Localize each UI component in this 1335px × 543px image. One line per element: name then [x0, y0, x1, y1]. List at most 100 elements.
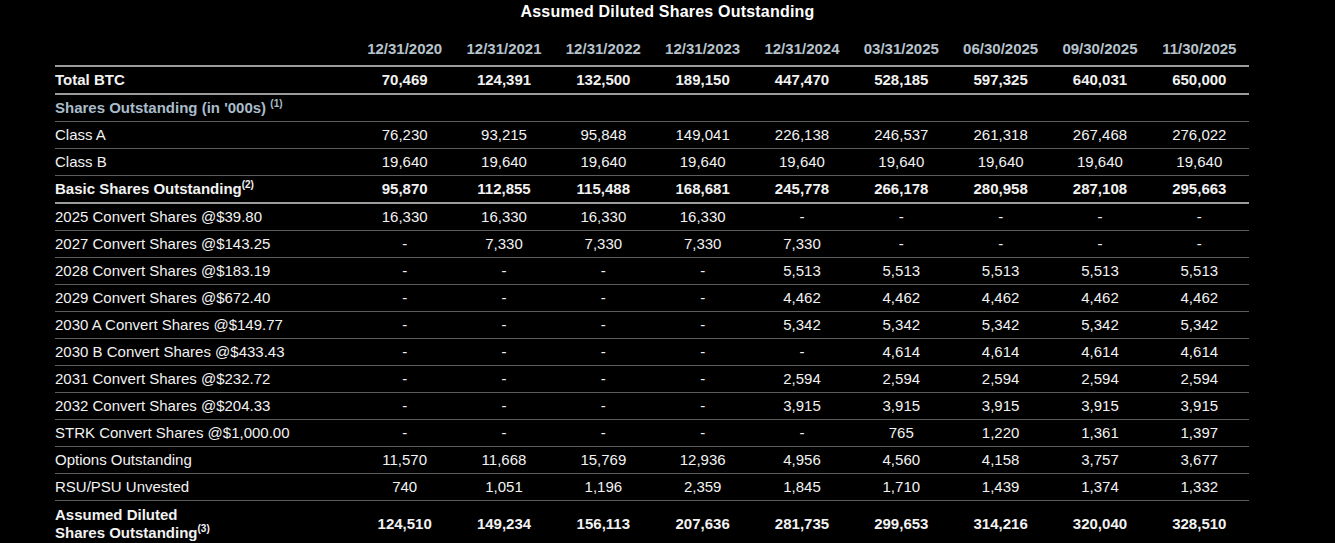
table-row: 2025 Convert Shares @$39.8016,33016,3301…: [55, 203, 1249, 231]
table-row: RSU/PSU Unvested7401,0511,1962,3591,8451…: [55, 474, 1249, 501]
table-header: 12/31/202012/31/202112/31/202212/31/2023…: [55, 34, 1249, 66]
table-row: STRK Convert Shares @$1,000.00-----7651,…: [55, 420, 1249, 447]
cell-value: 246,537: [852, 122, 951, 149]
cell-value: 1,845: [752, 474, 851, 501]
cell-value: 11,668: [454, 447, 553, 474]
cell-value: 1,397: [1150, 420, 1249, 447]
cell-value: -: [653, 258, 752, 285]
diluted-shares-table: 12/31/202012/31/202112/31/202212/31/2023…: [55, 34, 1249, 543]
cell-value: 2,359: [653, 474, 752, 501]
cell-value: -: [355, 258, 454, 285]
cell-value: -: [554, 366, 653, 393]
cell-value: 7,330: [554, 231, 653, 258]
table-row: Shares Outstanding (in '000s) (1): [55, 94, 1249, 122]
cell-value: -: [951, 203, 1050, 231]
table-row: 2028 Convert Shares @$183.19----5,5135,5…: [55, 258, 1249, 285]
cell-value: -: [454, 420, 553, 447]
table-row: Total BTC70,469124,391132,500189,150447,…: [55, 66, 1249, 94]
row-label: STRK Convert Shares @$1,000.00: [55, 420, 355, 447]
cell-value: [355, 94, 454, 122]
cell-value: 281,735: [752, 501, 851, 543]
column-header: 06/30/2025: [951, 34, 1050, 66]
footnote-marker: (3): [198, 523, 210, 534]
cell-value: [554, 94, 653, 122]
cell-value: 19,640: [355, 149, 454, 176]
cell-value: 19,640: [752, 149, 851, 176]
row-label: RSU/PSU Unvested: [55, 474, 355, 501]
cell-value: 5,513: [1150, 258, 1249, 285]
cell-value: 5,342: [752, 312, 851, 339]
cell-value: 19,640: [1150, 149, 1249, 176]
row-label: 2032 Convert Shares @$204.33: [55, 393, 355, 420]
cell-value: -: [454, 393, 553, 420]
cell-value: 4,462: [1050, 285, 1149, 312]
cell-value: 280,958: [951, 176, 1050, 204]
cell-value: 320,040: [1050, 501, 1149, 543]
cell-value: 267,468: [1050, 122, 1149, 149]
cell-value: 3,757: [1050, 447, 1149, 474]
table-row: Assumed DilutedShares Outstanding(3)124,…: [55, 501, 1249, 543]
header-spacer: [55, 34, 355, 66]
cell-value: 4,462: [951, 285, 1050, 312]
cell-value: 7,330: [752, 231, 851, 258]
table-row: 2030 B Convert Shares @$433.43-----4,614…: [55, 339, 1249, 366]
cell-value: 4,614: [1150, 339, 1249, 366]
table-row: 2029 Convert Shares @$672.40----4,4624,4…: [55, 285, 1249, 312]
cell-value: 3,915: [752, 393, 851, 420]
row-label: Basic Shares Outstanding(2): [55, 176, 355, 204]
row-label: 2025 Convert Shares @$39.80: [55, 203, 355, 231]
cell-value: -: [653, 339, 752, 366]
cell-value: -: [355, 393, 454, 420]
cell-value: [752, 94, 851, 122]
cell-value: 1,374: [1050, 474, 1149, 501]
column-header: 12/31/2021: [454, 34, 553, 66]
cell-value: 4,462: [752, 285, 851, 312]
cell-value: -: [355, 231, 454, 258]
cell-value: 1,439: [951, 474, 1050, 501]
cell-value: 19,640: [554, 149, 653, 176]
table-row: Class B19,64019,64019,64019,64019,64019,…: [55, 149, 1249, 176]
cell-value: 261,318: [951, 122, 1050, 149]
cell-value: -: [653, 420, 752, 447]
cell-value: -: [454, 285, 553, 312]
cell-value: -: [355, 285, 454, 312]
table-row: 2031 Convert Shares @$232.72----2,5942,5…: [55, 366, 1249, 393]
table-header-row: 12/31/202012/31/202112/31/202212/31/2023…: [55, 34, 1249, 66]
cell-value: [454, 94, 553, 122]
cell-value: -: [355, 339, 454, 366]
cell-value: 132,500: [554, 66, 653, 94]
column-header: 12/31/2020: [355, 34, 454, 66]
cell-value: -: [752, 420, 851, 447]
cell-value: 16,330: [454, 203, 553, 231]
cell-value: 124,510: [355, 501, 454, 543]
cell-value: 124,391: [454, 66, 553, 94]
cell-value: -: [1050, 231, 1149, 258]
cell-value: [852, 94, 951, 122]
cell-value: [951, 94, 1050, 122]
table-row: 2027 Convert Shares @$143.25-7,3307,3307…: [55, 231, 1249, 258]
cell-value: -: [653, 366, 752, 393]
cell-value: 5,513: [1050, 258, 1149, 285]
cell-value: -: [554, 285, 653, 312]
cell-value: -: [653, 312, 752, 339]
cell-value: 1,051: [454, 474, 553, 501]
cell-value: 149,041: [653, 122, 752, 149]
cell-value: -: [752, 339, 851, 366]
cell-value: 5,342: [852, 312, 951, 339]
row-label: 2031 Convert Shares @$232.72: [55, 366, 355, 393]
cell-value: -: [454, 258, 553, 285]
row-label: 2029 Convert Shares @$672.40: [55, 285, 355, 312]
cell-value: 2,594: [852, 366, 951, 393]
row-label: Total BTC: [55, 66, 355, 94]
cell-value: 156,113: [554, 501, 653, 543]
cell-value: -: [355, 312, 454, 339]
cell-value: 93,215: [454, 122, 553, 149]
table-row: 2030 A Convert Shares @$149.77----5,3425…: [55, 312, 1249, 339]
cell-value: 328,510: [1150, 501, 1249, 543]
column-header: 12/31/2023: [653, 34, 752, 66]
cell-value: -: [554, 258, 653, 285]
cell-value: 95,848: [554, 122, 653, 149]
cell-value: -: [355, 420, 454, 447]
cell-value: 207,636: [653, 501, 752, 543]
cell-value: -: [454, 339, 553, 366]
